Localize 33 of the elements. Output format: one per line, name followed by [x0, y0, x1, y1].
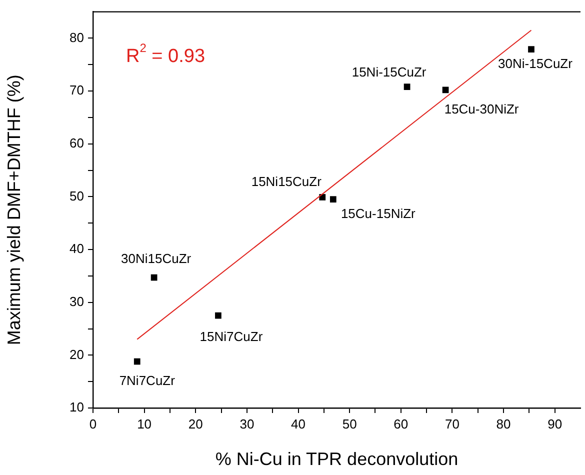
x-tick-label: 90 — [548, 416, 562, 432]
y-axis-title: Maximum yield DMF+DMTHF (%) — [4, 74, 24, 346]
annotation: 7Ni7CuZr — [119, 373, 176, 388]
x-tick-label: 10 — [137, 416, 152, 432]
y-tick-label: 70 — [70, 82, 84, 98]
y-tick-label: 80 — [70, 30, 84, 45]
x-tick-label: 70 — [444, 416, 460, 432]
x-tick-label: 0 — [89, 416, 97, 432]
point — [528, 46, 534, 52]
y-tick-label: 40 — [70, 241, 84, 256]
x-axis-title: % Ni-Cu in TPR deconvolution — [215, 449, 458, 470]
y-tick-label: 50 — [70, 188, 84, 204]
annotation: 30Ni-15CuZr — [498, 56, 574, 71]
point — [404, 84, 410, 90]
x-tick-label: 20 — [188, 416, 203, 432]
point — [134, 358, 140, 365]
y-tick-label: 30 — [70, 294, 84, 309]
annotation: 15Cu-15NiZr — [340, 206, 416, 221]
x-tick-label: 30 — [240, 416, 254, 432]
point — [330, 196, 336, 203]
x-tick-label: 50 — [342, 416, 357, 432]
point — [215, 312, 222, 319]
x-tick-label: 40 — [291, 416, 306, 432]
annotation: 15Ni7CuZr — [200, 329, 264, 344]
x-tick-label: 60 — [394, 416, 408, 432]
annotation: 15Cu-30NiZr — [444, 102, 520, 117]
y-tick-label: 10 — [70, 400, 84, 415]
x-tick-label: 80 — [496, 416, 511, 432]
annotation: 30Ni15CuZr — [121, 251, 192, 266]
annotation: 15Ni15CuZr — [251, 174, 322, 189]
y-tick-label: 20 — [70, 346, 84, 362]
y-tick-label: 60 — [70, 135, 84, 150]
annotation: 15Ni-15CuZr — [352, 64, 427, 80]
